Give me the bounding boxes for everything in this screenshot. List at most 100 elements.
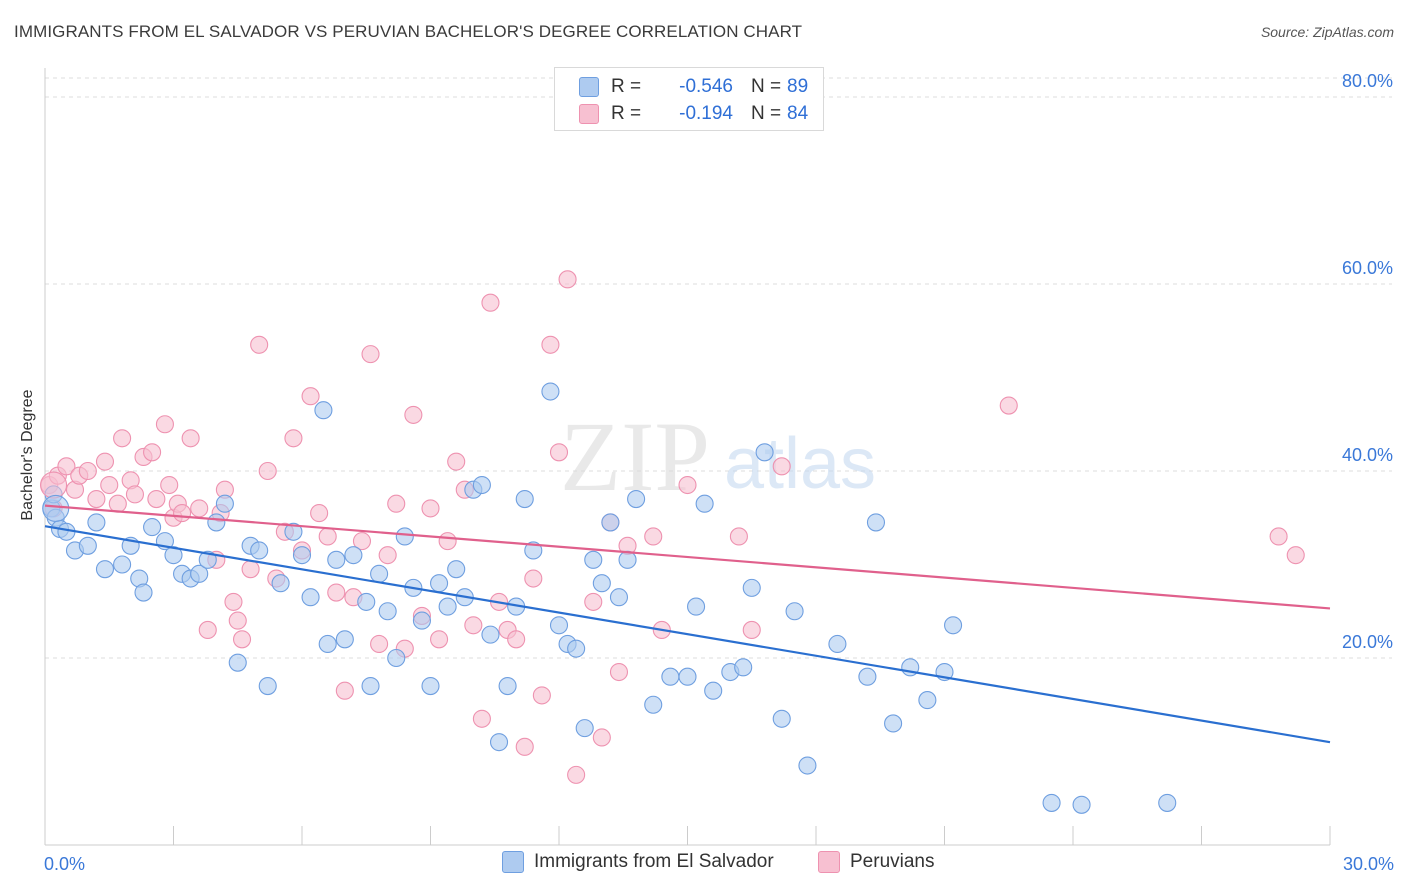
point-peruvians — [241, 560, 260, 579]
point-peruvians — [190, 499, 209, 518]
point-peruvians — [421, 499, 440, 518]
legend-r-label: R = — [611, 76, 642, 97]
point-el-salvador — [42, 494, 70, 522]
legend-n-label: N = — [751, 76, 782, 97]
series-legend: Immigrants from El Salvador Peruvians — [0, 851, 1406, 879]
point-peruvians — [524, 569, 543, 588]
point-peruvians — [541, 335, 560, 354]
point-peruvians — [532, 686, 551, 705]
point-el-salvador — [361, 676, 380, 696]
point-el-salvador — [271, 574, 290, 593]
legend-swatch-blue — [502, 851, 524, 873]
point-el-salvador — [134, 583, 153, 602]
point-el-salvador — [524, 541, 543, 560]
legend-row-peruvians: R = -0.194 N = 84 — [579, 103, 808, 125]
point-peruvians — [772, 457, 791, 476]
point-peruvians — [644, 527, 663, 546]
point-el-salvador — [87, 513, 106, 532]
point-peruvians — [609, 662, 629, 682]
point-el-salvador — [918, 691, 937, 710]
point-el-salvador — [734, 658, 753, 677]
point-el-salvador — [601, 513, 620, 532]
point-peruvians — [558, 270, 577, 289]
point-el-salvador — [592, 574, 611, 593]
point-el-salvador — [284, 522, 303, 541]
point-peruvians — [361, 345, 380, 364]
point-el-salvador — [687, 597, 706, 616]
watermark: ZIP atlas — [560, 401, 876, 512]
point-peruvians — [173, 504, 192, 523]
axes — [44, 68, 1331, 846]
point-el-salvador — [228, 653, 247, 672]
legend-r-label: R = — [611, 103, 642, 124]
point-peruvians — [1269, 527, 1288, 546]
point-peruvians — [108, 494, 127, 513]
legend-n-value: 89 — [787, 76, 809, 97]
point-el-salvador — [430, 574, 449, 593]
point-el-salvador — [1072, 795, 1091, 814]
point-el-salvador — [944, 616, 963, 635]
point-peruvians — [147, 489, 166, 509]
point-peruvians — [370, 634, 389, 654]
point-peruvians — [160, 475, 179, 495]
point-peruvians — [228, 611, 247, 630]
point-peruvians — [310, 504, 329, 523]
point-peruvians — [318, 527, 337, 546]
point-el-salvador — [584, 550, 603, 569]
point-el-salvador — [215, 494, 234, 513]
legend-n-label: N = — [751, 103, 782, 124]
point-peruvians — [301, 387, 320, 406]
watermark-atlas: atlas — [724, 424, 876, 504]
trend-line-peruvians — [44, 504, 1331, 610]
legend-swatch-blue — [579, 77, 599, 97]
point-peruvians — [430, 630, 449, 649]
point-el-salvador — [143, 518, 162, 537]
point-el-salvador — [515, 489, 534, 509]
point-el-salvador — [704, 681, 723, 700]
point-el-salvador — [644, 695, 663, 714]
point-el-salvador — [828, 634, 847, 654]
trend-lines — [44, 504, 1331, 744]
point-peruvians — [250, 335, 269, 354]
point-el-salvador — [1158, 793, 1177, 812]
point-peruvians — [143, 443, 162, 462]
point-el-salvador — [541, 382, 560, 401]
point-peruvians — [125, 485, 144, 504]
legend-item-el-salvador: Immigrants from El Salvador — [502, 851, 774, 873]
point-peruvians — [198, 620, 217, 640]
point-peruvians — [404, 405, 423, 424]
point-el-salvador — [549, 616, 569, 635]
point-peruvians — [40, 471, 68, 499]
point-peruvians — [95, 452, 115, 471]
point-el-salvador — [207, 513, 226, 532]
point-el-salvador — [447, 560, 466, 579]
point-el-salvador — [866, 513, 886, 532]
point-peruvians — [729, 527, 748, 546]
point-el-salvador — [292, 546, 312, 565]
point-peruvians — [481, 293, 500, 312]
point-peruvians — [78, 461, 97, 481]
legend-swatch-pink — [818, 851, 840, 873]
point-peruvians — [584, 592, 603, 611]
point-el-salvador — [489, 733, 509, 752]
point-peruvians — [327, 583, 346, 602]
point-peruvians — [567, 765, 586, 784]
point-peruvians — [472, 709, 491, 728]
point-el-salvador — [314, 401, 333, 420]
legend-label-peruvians: Peruvians — [850, 851, 935, 872]
point-peruvians — [549, 443, 569, 462]
tick-labels: 20.0% 40.0% 60.0% 80.0% 0.0% 30.0% — [44, 71, 1394, 874]
point-el-salvador — [618, 550, 637, 569]
point-peruvians — [155, 415, 174, 434]
point-el-salvador — [627, 489, 646, 509]
point-el-salvador — [335, 630, 354, 649]
point-el-salvador — [858, 667, 877, 686]
point-el-salvador — [78, 536, 97, 555]
point-el-salvador — [250, 541, 269, 560]
legend-swatch-pink — [579, 104, 599, 124]
point-peruvians — [387, 494, 406, 513]
point-el-salvador — [678, 667, 697, 686]
point-el-salvador — [567, 639, 586, 658]
source-label: Source: ZipAtlas.com — [1260, 24, 1394, 40]
chart-title: IMMIGRANTS FROM EL SALVADOR VS PERUVIAN … — [14, 22, 803, 41]
